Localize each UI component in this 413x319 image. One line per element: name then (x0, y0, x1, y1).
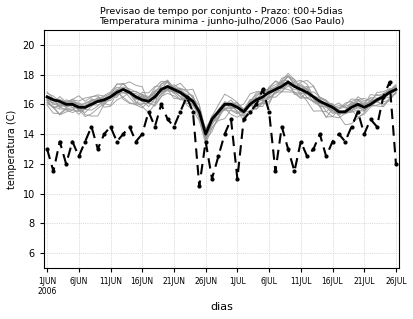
Title: Previsao de tempo por conjunto - Prazo: t00+5dias
Temperatura minima - junho-jul: Previsao de tempo por conjunto - Prazo: … (99, 7, 344, 26)
X-axis label: dias: dias (209, 302, 233, 312)
Y-axis label: temperatura (C): temperatura (C) (7, 109, 17, 189)
